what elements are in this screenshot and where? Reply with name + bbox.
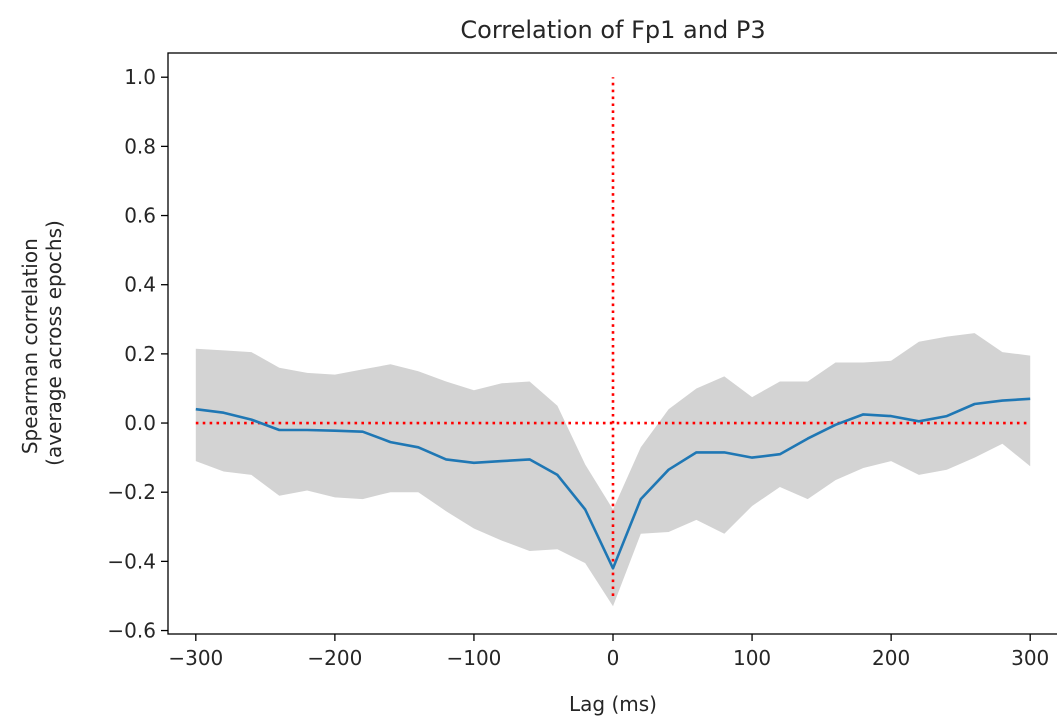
- y-tick-label: −0.6: [107, 619, 156, 643]
- y-axis-title: Spearman correlation (average across epo…: [18, 220, 66, 466]
- y-tick-label: 0.6: [124, 204, 156, 228]
- x-tick-label: 200: [872, 646, 910, 670]
- band-area: [195, 333, 1031, 607]
- y-tick-label: −0.2: [107, 480, 156, 504]
- y-tick-label: −0.4: [107, 549, 156, 573]
- reference-lines: [195, 77, 1031, 596]
- y-axis: −0.6 −0.4 −0.2 0.0 0.2 0.4 0.6 0.8 1.0: [107, 65, 168, 643]
- y-tick-label: 0.8: [124, 134, 156, 158]
- x-axis: −300 −200 −100 0 100 200 300: [168, 634, 1049, 670]
- series-line-0: [195, 397, 1031, 570]
- x-axis-title: Lag (ms): [569, 692, 657, 716]
- y-axis-title-line-1: Spearman correlation: [18, 238, 42, 454]
- x-tick-label: 0: [607, 646, 620, 670]
- x-tick-label: −300: [168, 646, 223, 670]
- x-tick-label: −200: [307, 646, 362, 670]
- y-tick-label: 0.2: [124, 342, 156, 366]
- y-tick-label: 0.0: [124, 411, 156, 435]
- y-tick-label: 0.4: [124, 273, 156, 297]
- chart-title: Correlation of Fp1 and P3: [460, 16, 765, 44]
- x-tick-label: 100: [733, 646, 771, 670]
- plot-area: [195, 77, 1031, 607]
- series-lines: [195, 397, 1031, 570]
- x-tick-label: −100: [446, 646, 501, 670]
- x-tick-label: 300: [1011, 646, 1049, 670]
- y-tick-label: 1.0: [124, 65, 156, 89]
- y-axis-title-line-2: (average across epochs): [42, 220, 66, 466]
- confidence-band: [195, 333, 1031, 607]
